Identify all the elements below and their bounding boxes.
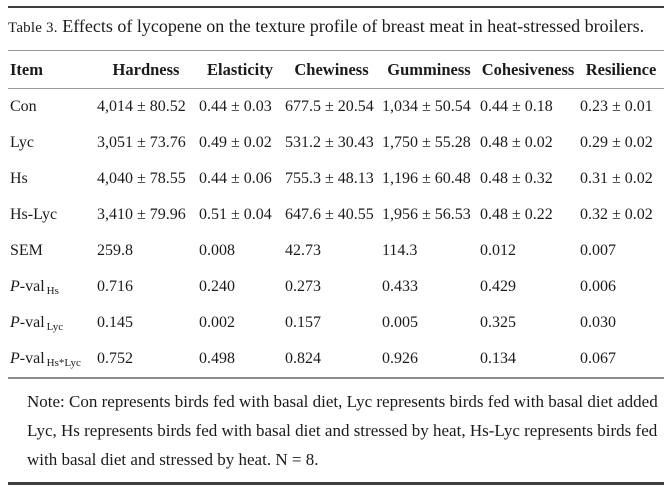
pval-p: P xyxy=(10,350,20,367)
table-row: P-val Hs 0.716 0.240 0.273 0.433 0.429 0.… xyxy=(8,269,664,305)
cell-chewiness: 531.2 ± 30.43 xyxy=(285,134,374,151)
row-label: Lyc xyxy=(10,134,34,151)
cell-elasticity: 0.44 ± 0.03 xyxy=(199,98,272,115)
cell-hardness: 0.752 xyxy=(97,350,133,367)
cell-cohesiveness: 0.44 ± 0.18 xyxy=(480,98,553,115)
cell-chewiness: 677.5 ± 20.54 xyxy=(285,98,374,115)
table-row: P-val Hs*Lyc 0.752 0.498 0.824 0.926 0.13… xyxy=(8,341,664,378)
cell-hardness: 4,040 ± 78.55 xyxy=(97,170,186,187)
column-header-item: Item xyxy=(8,50,95,89)
column-header-gumminess: Gumminess xyxy=(380,50,478,89)
row-label: Con xyxy=(10,98,37,115)
pval-p: P xyxy=(10,314,20,331)
cell-elasticity: 0.498 xyxy=(199,350,235,367)
cell-cohesiveness: 0.48 ± 0.32 xyxy=(480,170,553,187)
row-label: Hs xyxy=(10,170,28,187)
cell-gumminess: 0.433 xyxy=(382,278,418,295)
pval-val: -val xyxy=(19,314,45,331)
cell-cohesiveness: 0.012 xyxy=(480,242,516,259)
cell-cohesiveness: 0.48 ± 0.02 xyxy=(480,134,553,151)
cell-resilience: 0.007 xyxy=(580,242,616,259)
table-row: Con 4,014 ± 80.52 0.44 ± 0.03 677.5 ± 20… xyxy=(8,89,664,126)
cell-gumminess: 1,196 ± 60.48 xyxy=(382,170,471,187)
cell-chewiness: 0.824 xyxy=(285,350,321,367)
cell-chewiness: 0.273 xyxy=(285,278,321,295)
cell-elasticity: 0.008 xyxy=(199,242,235,259)
pval-p: P xyxy=(10,278,20,295)
cell-elasticity: 0.002 xyxy=(199,314,235,331)
cell-hardness: 3,410 ± 79.96 xyxy=(97,206,186,223)
cell-gumminess: 114.3 xyxy=(382,242,418,259)
texture-profile-table: Item Hardness Elasticity Chewiness Gummi… xyxy=(8,50,664,379)
table-row: Hs 4,040 ± 78.55 0.44 ± 0.06 755.3 ± 48.… xyxy=(8,161,664,197)
top-rule xyxy=(8,6,664,8)
cell-gumminess: 0.005 xyxy=(382,314,418,331)
table-row: P-val Lyc 0.145 0.002 0.157 0.005 0.325 0… xyxy=(8,305,664,341)
column-header-resilience: Resilience xyxy=(578,50,664,89)
table-caption: Table 3. Effects of lycopene on the text… xyxy=(8,15,668,39)
cell-hardness: 3,051 ± 73.76 xyxy=(97,134,186,151)
cell-gumminess: 1,956 ± 56.53 xyxy=(382,206,471,223)
pval-val: -val xyxy=(19,278,45,295)
pval-subscript: Hs*Lyc xyxy=(46,357,81,369)
row-label: SEM xyxy=(10,242,43,259)
cell-cohesiveness: 0.429 xyxy=(480,278,516,295)
cell-cohesiveness: 0.48 ± 0.22 xyxy=(480,206,553,223)
column-header-chewiness: Chewiness xyxy=(283,50,380,89)
cell-cohesiveness: 0.134 xyxy=(480,350,516,367)
table-row: Hs-Lyc 3,410 ± 79.96 0.51 ± 0.04 647.6 ±… xyxy=(8,197,664,233)
cell-resilience: 0.23 ± 0.01 xyxy=(580,98,653,115)
cell-gumminess: 0.926 xyxy=(382,350,418,367)
table-number-label: Table 3. xyxy=(8,20,58,36)
table-row: SEM 259.8 0.008 42.73 114.3 0.012 0.007 xyxy=(8,233,664,269)
cell-resilience: 0.32 ± 0.02 xyxy=(580,206,653,223)
row-label-pval-hs: P-val Hs xyxy=(8,269,95,305)
pval-subscript: Lyc xyxy=(46,321,64,333)
cell-resilience: 0.006 xyxy=(580,278,616,295)
cell-hardness: 259.8 xyxy=(97,242,133,259)
cell-elasticity: 0.240 xyxy=(199,278,235,295)
cell-elasticity: 0.51 ± 0.04 xyxy=(199,206,272,223)
column-header-hardness: Hardness xyxy=(95,50,197,89)
pval-subscript: Hs xyxy=(46,285,59,297)
cell-gumminess: 1,750 ± 55.28 xyxy=(382,134,471,151)
cell-gumminess: 1,034 ± 50.54 xyxy=(382,98,471,115)
cell-hardness: 0.716 xyxy=(97,278,133,295)
cell-resilience: 0.29 ± 0.02 xyxy=(580,134,653,151)
cell-cohesiveness: 0.325 xyxy=(480,314,516,331)
table-note: Note: Con represents birds fed with basa… xyxy=(27,392,658,469)
pval-val: -val xyxy=(19,350,45,367)
cell-chewiness: 0.157 xyxy=(285,314,321,331)
cell-hardness: 4,014 ± 80.52 xyxy=(97,98,186,115)
cell-hardness: 0.145 xyxy=(97,314,133,331)
row-label-pval-hs-lyc: P-val Hs*Lyc xyxy=(8,341,95,378)
cell-chewiness: 755.3 ± 48.13 xyxy=(285,170,374,187)
column-header-elasticity: Elasticity xyxy=(197,50,283,89)
cell-elasticity: 0.44 ± 0.06 xyxy=(199,170,272,187)
bottom-rule xyxy=(8,482,664,485)
cell-resilience: 0.030 xyxy=(580,314,616,331)
cell-elasticity: 0.49 ± 0.02 xyxy=(199,134,272,151)
table-row: Lyc 3,051 ± 73.76 0.49 ± 0.02 531.2 ± 30… xyxy=(8,125,664,161)
row-label: Hs-Lyc xyxy=(10,206,58,223)
table-caption-text: Effects of lycopene on the texture profi… xyxy=(62,16,645,36)
cell-resilience: 0.31 ± 0.02 xyxy=(580,170,653,187)
cell-resilience: 0.067 xyxy=(580,350,616,367)
row-label-pval-lyc: P-val Lyc xyxy=(8,305,95,341)
column-header-cohesiveness: Cohesiveness xyxy=(478,50,578,89)
cell-chewiness: 647.6 ± 40.55 xyxy=(285,206,374,223)
cell-chewiness: 42.73 xyxy=(285,242,321,259)
table-header-row: Item Hardness Elasticity Chewiness Gummi… xyxy=(8,50,664,89)
